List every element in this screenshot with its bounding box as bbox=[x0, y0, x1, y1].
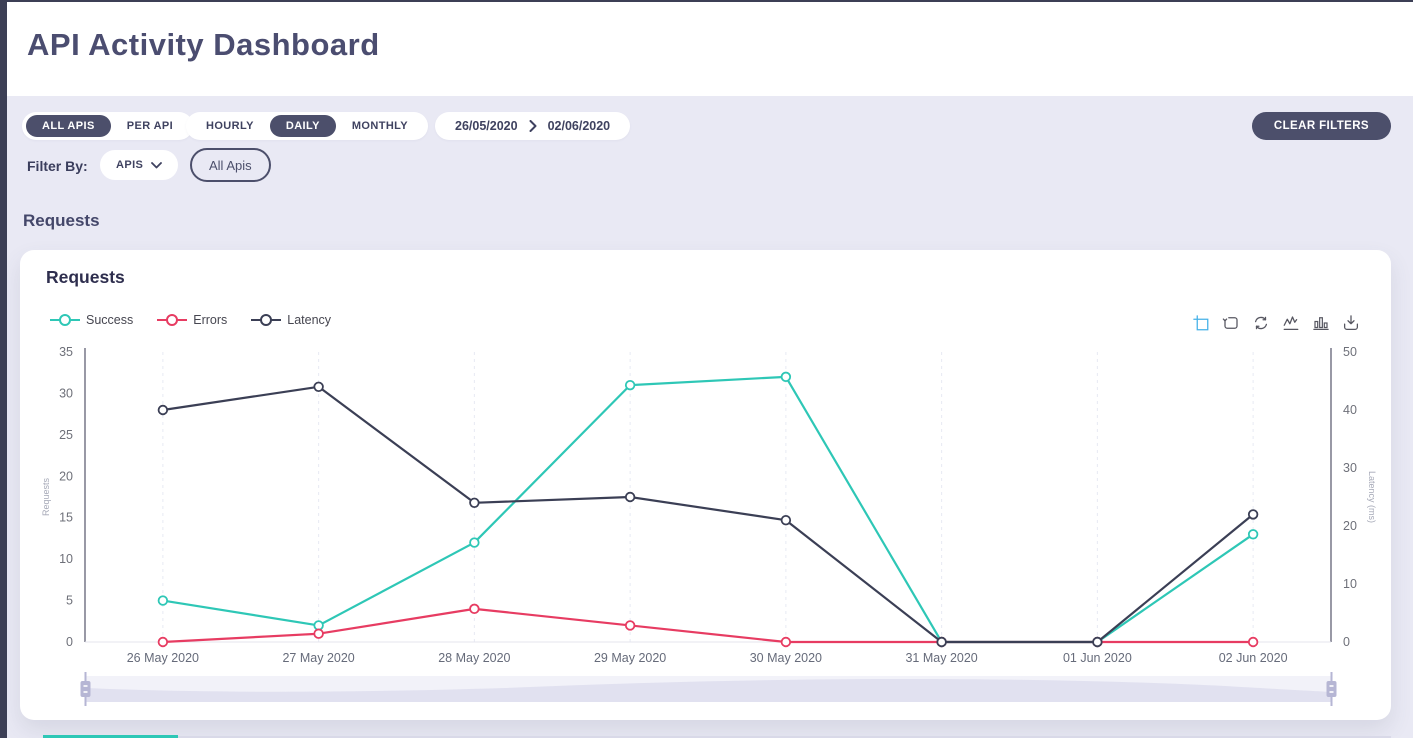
svg-text:10: 10 bbox=[59, 552, 73, 566]
svg-text:26 May 2020: 26 May 2020 bbox=[127, 651, 199, 665]
svg-text:31 May 2020: 31 May 2020 bbox=[905, 651, 977, 665]
svg-text:0: 0 bbox=[1343, 635, 1350, 649]
bar-chart-icon[interactable] bbox=[1312, 314, 1330, 332]
requests-card: Requests Success Errors Latency bbox=[20, 250, 1391, 720]
page-title: API Activity Dashboard bbox=[27, 27, 380, 62]
next-card-top-edge bbox=[178, 736, 1391, 738]
toggle-per-api[interactable]: PER API bbox=[126, 120, 174, 132]
apis-dropdown[interactable]: APIS bbox=[100, 150, 179, 180]
svg-text:Requests: Requests bbox=[41, 477, 51, 516]
line-chart-icon[interactable] bbox=[1282, 314, 1300, 332]
svg-text:15: 15 bbox=[59, 511, 73, 525]
area-zoom-icon[interactable] bbox=[1192, 314, 1210, 332]
legend-marker-icon bbox=[251, 314, 282, 326]
filter-by-label: Filter By: bbox=[27, 158, 88, 174]
chevron-right-icon bbox=[529, 120, 537, 132]
svg-text:Latency (ms): Latency (ms) bbox=[1367, 471, 1377, 523]
datazoom-right-handle[interactable] bbox=[1326, 672, 1337, 706]
toggle-hourly[interactable]: HOURLY bbox=[206, 120, 254, 132]
section-heading: Requests bbox=[23, 211, 100, 230]
legend-marker-icon bbox=[157, 314, 188, 326]
svg-text:35: 35 bbox=[59, 345, 73, 359]
legend-label: Errors bbox=[193, 313, 228, 327]
svg-text:30: 30 bbox=[59, 386, 73, 400]
toggle-monthly[interactable]: MONTHLY bbox=[351, 120, 409, 132]
api-scope-toggle: ALL APIS PER API bbox=[22, 112, 194, 140]
svg-text:29 May 2020: 29 May 2020 bbox=[594, 651, 666, 665]
datazoom-preview-area bbox=[85, 679, 1332, 702]
svg-text:28 May 2020: 28 May 2020 bbox=[438, 651, 510, 665]
legend-item-success[interactable]: Success bbox=[50, 313, 133, 327]
svg-text:50: 50 bbox=[1343, 345, 1357, 359]
card-title: Requests bbox=[46, 267, 125, 287]
window-top-edge bbox=[0, 0, 1413, 2]
window-left-edge bbox=[0, 0, 7, 738]
legend-marker-icon bbox=[50, 314, 80, 326]
restore-icon[interactable] bbox=[1252, 314, 1270, 332]
svg-text:30: 30 bbox=[1343, 461, 1357, 475]
chart-toolbox bbox=[1192, 314, 1360, 332]
requests-chart-plot[interactable]: 26 May 2020 27 May 2020 28 May 2020 29 May … bbox=[20, 250, 1391, 720]
toggle-all-apis[interactable]: ALL APIS bbox=[26, 115, 111, 137]
svg-text:27 May 2020: 27 May 2020 bbox=[282, 651, 354, 665]
svg-text:01 Jun 2020: 01 Jun 2020 bbox=[1063, 651, 1132, 665]
datazoom-slider[interactable] bbox=[80, 672, 1337, 706]
download-icon[interactable] bbox=[1342, 314, 1360, 332]
date-range-end: 02/06/2020 bbox=[547, 119, 611, 133]
svg-text:20: 20 bbox=[59, 469, 73, 483]
legend-label: Latency bbox=[287, 313, 332, 327]
legend-label: Success bbox=[86, 313, 134, 327]
svg-text:25: 25 bbox=[59, 428, 73, 442]
svg-text:10: 10 bbox=[1343, 577, 1357, 591]
svg-text:20: 20 bbox=[1343, 519, 1357, 533]
svg-text:30 May 2020: 30 May 2020 bbox=[750, 651, 822, 665]
datazoom-left-handle[interactable] bbox=[80, 672, 91, 706]
svg-text:5: 5 bbox=[66, 594, 73, 608]
svg-text:02 Jun 2020: 02 Jun 2020 bbox=[1219, 651, 1288, 665]
app-header: API Activity Dashboard bbox=[0, 0, 1413, 96]
chart-legend: Success Errors Latency bbox=[50, 313, 331, 327]
svg-text:0: 0 bbox=[66, 635, 73, 649]
svg-text:40: 40 bbox=[1343, 403, 1357, 417]
date-range-button[interactable]: 26/05/2020 02/06/2020 bbox=[435, 112, 631, 140]
clear-filters-button[interactable]: CLEAR FILTERS bbox=[1251, 112, 1391, 140]
apis-dropdown-value: APIS bbox=[116, 159, 144, 171]
next-card-tab-indicator bbox=[43, 735, 178, 738]
chevron-down-icon bbox=[151, 161, 163, 168]
legend-item-latency[interactable]: Latency bbox=[251, 313, 331, 327]
all-apis-chip[interactable]: All Apis bbox=[190, 148, 271, 182]
granularity-toggle: HOURLY DAILY MONTHLY bbox=[186, 112, 429, 140]
toggle-daily[interactable]: DAILY bbox=[269, 115, 336, 137]
date-range-start: 26/05/2020 bbox=[455, 119, 518, 133]
legend-item-errors[interactable]: Errors bbox=[157, 313, 227, 327]
zoom-reset-icon[interactable] bbox=[1222, 314, 1240, 332]
